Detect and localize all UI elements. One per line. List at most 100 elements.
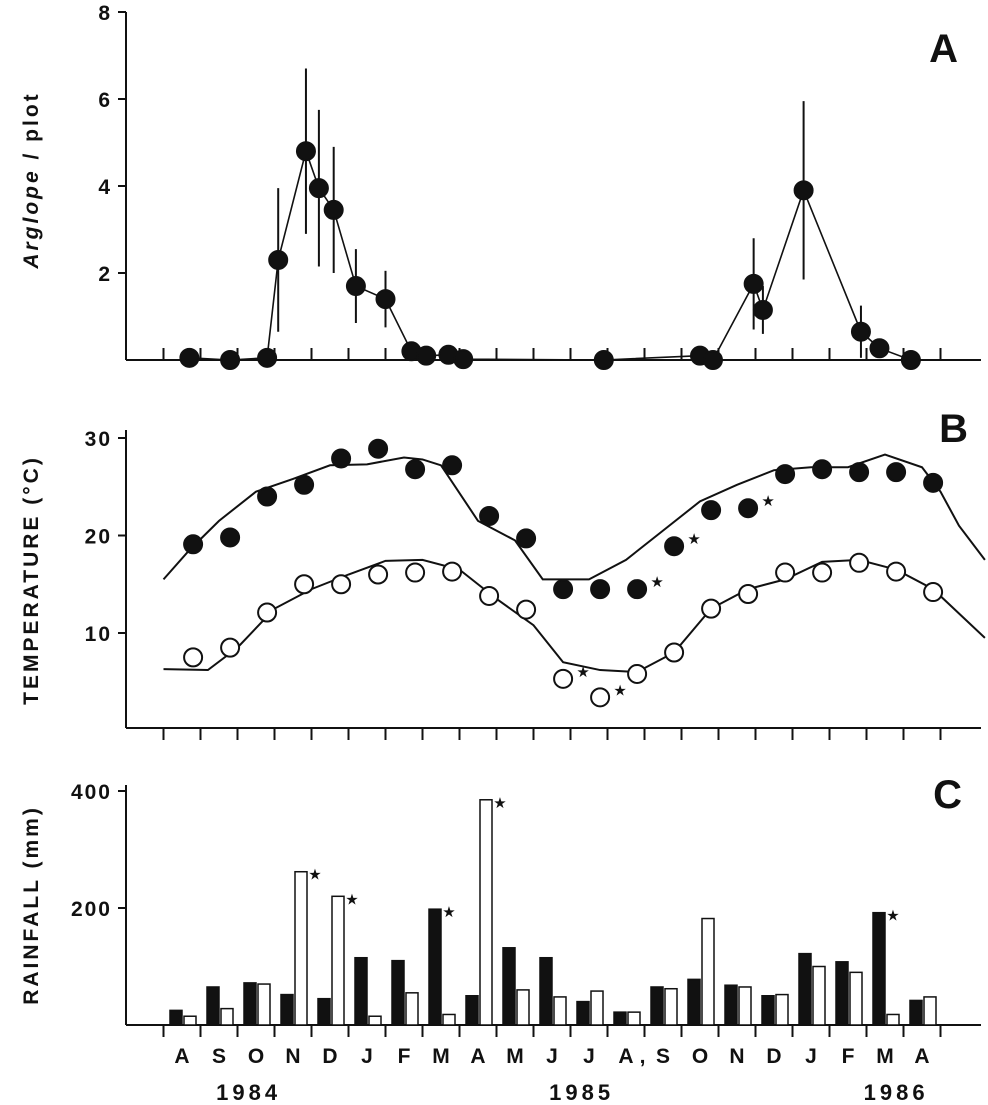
panel-b-series-curve [163,558,986,674]
panel-a-y-tick-label: 4 [98,176,112,199]
panel-a-y-tick-label: 8 [98,2,112,25]
panel-b-y-tick-label: 10 [85,623,112,646]
panel-a-data-point [295,141,316,162]
panel-b-min-temp-point [627,663,648,684]
panel-c-year-label: 1984 [216,1080,281,1105]
panel-b-series-curve [162,453,986,581]
panel-b-max-temp-point [775,464,796,485]
panel-c-bar-filled [798,952,812,1026]
panel-c-bar-filled [502,947,516,1026]
panel-c-bar-open [294,870,308,1026]
panel-a-data-point [257,347,278,368]
panel-b-min-temp-point [738,584,759,604]
panel-c-bar-filled [872,911,886,1026]
panel-c-month-label: D [766,1045,781,1068]
panel-b-min-temp-point [775,562,796,583]
panel-b-max-temp-point [442,455,463,476]
panel-c-bar-open [849,971,863,1026]
panel-c-bar-open [220,1007,234,1026]
panel-c-month-label: S [656,1045,670,1068]
panel-c-bar-open [812,965,826,1026]
panel-b-min-temp-point [405,562,426,583]
panel-b-max-temp-point [516,528,537,549]
panel-c-bar-open [405,992,419,1026]
panel-b-max-temp-point [664,536,685,557]
panel-c-bar-open [886,1013,900,1026]
panel-c-bar-filled [724,984,738,1026]
panel-c-bar-open [479,799,493,1026]
panel-b-min-temp-point [442,561,463,582]
panel-b-significance-star: ★ [613,682,626,699]
panel-b-significance-star: ★ [650,574,663,591]
panel-c-bar-filled [354,956,368,1026]
panel-b-min-temp-point [701,598,722,619]
panel-c-bar-open [627,1011,641,1026]
panel-c-y-tick-label: 200 [71,898,112,921]
panel-b-temperature: 10 20 30 ★ ★ ★ ★ ★ TEMPERATURE (°C) B [20,407,986,740]
panel-b-max-temp-point [183,534,204,555]
panel-c-month-label: N [285,1045,300,1068]
panel-a-data-point [900,350,921,370]
panel-c-significance-star: ★ [345,891,358,908]
panel-c-bar-open [257,983,271,1026]
panel-a-data-point [752,299,773,320]
panel-c-bar-open [516,989,530,1026]
panel-c-bar-filled [909,999,923,1026]
panel-a-data-point [268,249,289,270]
panel-c-bar-open [775,993,789,1026]
panel-c-bar-open [331,895,345,1026]
panel-c-bar-open [368,1015,382,1026]
panel-b-significance-star: ★ [687,531,700,548]
panel-b-y-tick-label: 20 [85,526,112,549]
panel-b-y-axis-label: TEMPERATURE (°C) [20,455,43,705]
panel-b-max-temp-point [923,472,944,493]
panel-c-y-tick-label: 400 [71,781,112,804]
panel-c-separator-mark: , [640,1045,646,1068]
panel-a-y-axis-label-rest: / plot [20,91,43,168]
panel-b-min-temp-point [664,642,685,663]
panel-b-max-temp-point [812,459,833,480]
panel-b-max-temp-point [368,438,389,459]
panel-c-bar-filled [243,982,257,1026]
panel-b-max-temp-point [479,506,500,526]
panel-c-bar-open [442,1013,456,1026]
panel-c-month-label: O [692,1045,708,1068]
panel-b-significance-star: ★ [576,664,589,681]
panel-c-bar-filled [465,995,479,1026]
panel-a-data-point [220,350,241,370]
panel-a-letter: A [929,27,958,71]
panel-b-min-temp-point [516,599,537,620]
panel-c-bar-open [590,990,604,1026]
panel-b-max-temp-point [220,527,241,548]
panel-b-min-temp-point [553,668,574,689]
panel-c-bar-filled [206,986,220,1026]
panel-a-data-point [416,345,437,366]
panel-c-month-label: A [618,1045,633,1068]
panel-c-bar-filled [687,978,701,1026]
panel-c-month-label: J [805,1045,817,1068]
panel-b-max-temp-point [331,448,352,469]
panel-a-series-line [189,148,912,361]
panel-c-bar-open [923,996,937,1026]
panel-c-significance-star: ★ [493,795,506,812]
panel-a-data-point [869,338,890,359]
panel-c-year-label: 1985 [549,1080,614,1105]
panel-c-bar-filled [835,961,849,1026]
panel-c-month-label: M [506,1045,524,1068]
panel-b-max-temp-point [627,579,648,600]
panel-a-y-tick-label: 2 [98,263,112,286]
panel-b-max-temp-point [257,486,278,507]
panel-a-data-point [850,321,871,342]
panel-a-y-axis-label: Arglope / plot [20,91,43,269]
panel-c-letter: C [933,773,962,817]
panel-c-year-label: 1986 [864,1080,929,1105]
panel-a-data-point [345,276,366,297]
panel-c-bar-filled [169,1009,183,1026]
panel-c-month-label: J [361,1045,373,1068]
panel-b-max-temp-point [294,474,315,495]
panel-b-min-temp-point [479,585,500,606]
panel-b-max-temp-point [590,579,611,600]
panel-a-data-point [323,199,344,220]
panel-a-data-point [375,289,396,310]
